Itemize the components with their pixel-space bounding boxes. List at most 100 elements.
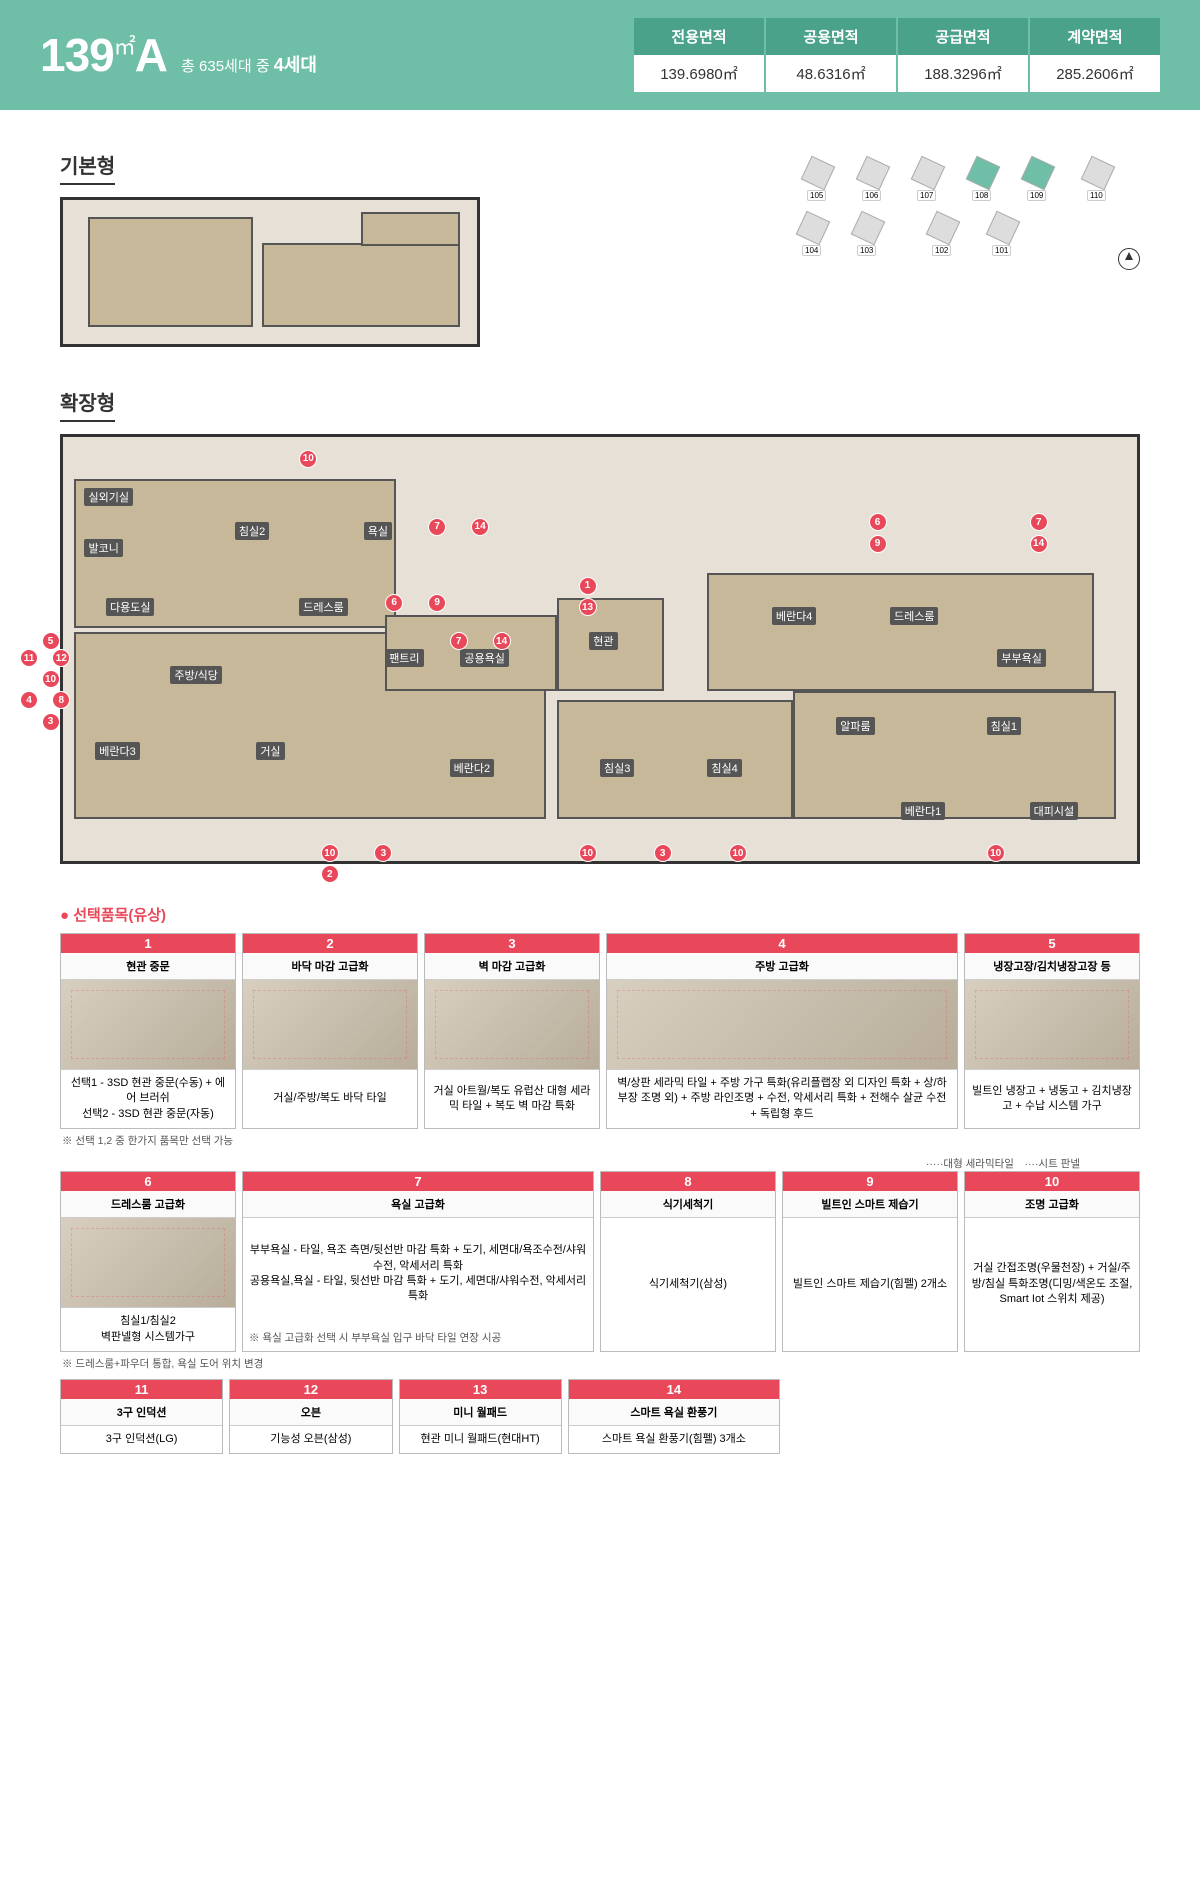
area-label: 공용면적 (766, 18, 896, 55)
option-card: 9빌트인 스마트 제습기빌트인 스마트 제습기(힘펠) 2개소 (782, 1171, 958, 1352)
option-card: 12오븐기능성 오븐(삼성) (229, 1379, 392, 1454)
callout-badge: 10 (987, 844, 1005, 862)
option-number: 5 (965, 934, 1139, 953)
site-map: 105106107108109110104103102101 (800, 150, 1140, 270)
option-number: 10 (965, 1172, 1139, 1191)
callout-badge: 14 (1030, 535, 1048, 553)
option-title: 미니 월패드 (400, 1399, 561, 1426)
option-title: 바닥 마감 고급화 (243, 953, 417, 980)
option-number: 7 (243, 1172, 593, 1191)
unit-title: 139㎡A 총 635세대 중 4세대 (40, 28, 317, 82)
callout-badge: 12 (52, 649, 70, 667)
option-desc: 현관 미니 월패드(현대HT) (400, 1426, 561, 1453)
compass-icon (1118, 248, 1140, 270)
room-label: 대피시설 (1030, 802, 1078, 820)
option-desc: 벽/상판 세라믹 타일 + 주방 가구 특화(유리플랩장 외 디자인 특화 + … (607, 1070, 957, 1128)
option-title: 냉장고장/김치냉장고장 등 (965, 953, 1139, 980)
option-card: 14스마트 욕실 환풍기스마트 욕실 환풍기(힘펠) 3개소 (568, 1379, 780, 1454)
option-card: 113구 인덕션3구 인덕션(LG) (60, 1379, 223, 1454)
options-row-3: 113구 인덕션3구 인덕션(LG)12오븐기능성 오븐(삼성)13미니 월패드… (60, 1379, 780, 1454)
option-card: 1현관 중문선택1 - 3SD 현관 중문(수동) + 에어 브러쉬선택2 - … (60, 933, 236, 1129)
area-col: 전용면적 139.6980㎡ (634, 18, 764, 92)
option-card: 8식기세척기식기세척기(삼성) (600, 1171, 776, 1352)
option-card: 10조명 고급화거실 간접조명(우물천장) + 거실/주방/침실 특화조명(디밍… (964, 1171, 1140, 1352)
option-title: 오븐 (230, 1399, 391, 1426)
room-label: 베란다3 (95, 742, 139, 760)
room-label: 침실1 (987, 717, 1021, 735)
size-number: 139 (40, 29, 114, 81)
site-building-label: 109 (1027, 190, 1046, 201)
option-card: 4주방 고급화벽/상판 세라믹 타일 + 주방 가구 특화(유리플랩장 외 디자… (606, 933, 958, 1129)
options-note-1: ※ 선택 1,2 중 한가지 품목만 선택 가능 (62, 1133, 1140, 1148)
option-desc: 3구 인덕션(LG) (61, 1426, 222, 1453)
option-title: 욕실 고급화 (243, 1191, 593, 1218)
option-desc: 기능성 오븐(삼성) (230, 1426, 391, 1453)
option-subnote: ※ 욕실 고급화 선택 시 부부욕실 입구 바닥 타일 연장 시공 (249, 1330, 587, 1345)
option-thumb (61, 1218, 235, 1308)
site-building (986, 211, 1021, 246)
site-building (851, 211, 886, 246)
callout-badge: 6 (869, 513, 887, 531)
site-building-label: 102 (932, 245, 951, 256)
room-label: 부부욕실 (997, 649, 1045, 667)
room-label: 드레스룸 (890, 607, 938, 625)
area-value: 48.6316㎡ (766, 55, 896, 92)
room-label: 침실4 (707, 759, 741, 777)
callout-badge: 9 (869, 535, 887, 553)
option-number: 8 (601, 1172, 775, 1191)
header-bar: 139㎡A 총 635세대 중 4세대 전용면적 139.6980㎡ 공용면적 … (0, 0, 1200, 110)
callout-badge: 7 (450, 632, 468, 650)
options-row-1: 1현관 중문선택1 - 3SD 현관 중문(수동) + 에어 브러쉬선택2 - … (60, 933, 1140, 1129)
option-title: 스마트 욕실 환풍기 (569, 1399, 779, 1426)
room-label: 거실 (256, 742, 284, 760)
option-number: 14 (569, 1380, 779, 1399)
site-building (1021, 156, 1056, 191)
room-label: 현관 (589, 632, 617, 650)
area-value: 139.6980㎡ (634, 55, 764, 92)
callout-badge: 10 (321, 844, 339, 862)
option-card: 5냉장고장/김치냉장고장 등빌트인 냉장고 + 냉동고 + 김치냉장고 + 수납… (964, 933, 1140, 1129)
site-building-label: 110 (1087, 190, 1106, 201)
site-building-label: 103 (857, 245, 876, 256)
option-number: 13 (400, 1380, 561, 1399)
option-desc: 거실 아트월/복도 유럽산 대형 세라믹 타일 + 복도 벽 마감 특화 (425, 1070, 599, 1128)
basic-plan-label: 기본형 (60, 150, 115, 185)
callout-badge: 14 (493, 632, 511, 650)
option-thumb (965, 980, 1139, 1070)
callout-badge: 9 (428, 594, 446, 612)
callout-badge: 6 (385, 594, 403, 612)
callout-badge: 5 (42, 632, 60, 650)
room-label: 주방/식당 (170, 666, 222, 684)
room-label: 베란다1 (901, 802, 945, 820)
callout-badge: 4 (20, 691, 38, 709)
option-card: 7욕실 고급화부부욕실 - 타일, 욕조 측면/뒷선반 마감 특화 + 도기, … (242, 1171, 594, 1352)
room-label: 베란다2 (450, 759, 494, 777)
site-building-label: 106 (862, 190, 881, 201)
area-col: 공용면적 48.6316㎡ (766, 18, 896, 92)
callout-badge: 3 (42, 713, 60, 731)
option-number: 11 (61, 1380, 222, 1399)
options-legend: ·····대형 세라믹타일 ····시트 판넬 (60, 1156, 1080, 1171)
option-thumb (61, 980, 235, 1070)
option-title: 빌트인 스마트 제습기 (783, 1191, 957, 1218)
option-title: 현관 중문 (61, 953, 235, 980)
callout-badge: 10 (579, 844, 597, 862)
options-row-2: 6드레스룸 고급화침실1/침실2벽판넬형 시스템가구7욕실 고급화부부욕실 - … (60, 1171, 1140, 1352)
option-thumb (243, 980, 417, 1070)
option-desc: 선택1 - 3SD 현관 중문(수동) + 에어 브러쉬선택2 - 3SD 현관… (61, 1070, 235, 1128)
site-building-label: 101 (992, 245, 1011, 256)
option-title: 3구 인덕션 (61, 1399, 222, 1426)
option-desc: 식기세척기(삼성) (601, 1218, 775, 1351)
option-desc: 거실/주방/복도 바닥 타일 (243, 1070, 417, 1128)
expanded-floorplan: 실외기실발코니침실2욕실다용도실드레스룸팬트리공용욕실주방/식당현관거실베란다2… (60, 434, 1140, 864)
callout-badge: 14 (471, 518, 489, 536)
room-label: 베란다4 (772, 607, 816, 625)
expand-plan-label: 확장형 (60, 387, 115, 422)
option-number: 6 (61, 1172, 235, 1191)
option-thumb (425, 980, 599, 1070)
option-desc: 거실 간접조명(우물천장) + 거실/주방/침실 특화조명(디밍/색온도 조절,… (965, 1218, 1139, 1351)
room-label: 침실3 (600, 759, 634, 777)
option-card: 6드레스룸 고급화침실1/침실2벽판넬형 시스템가구 (60, 1171, 236, 1352)
option-card: 13미니 월패드현관 미니 월패드(현대HT) (399, 1379, 562, 1454)
room-label: 공용욕실 (460, 649, 508, 667)
